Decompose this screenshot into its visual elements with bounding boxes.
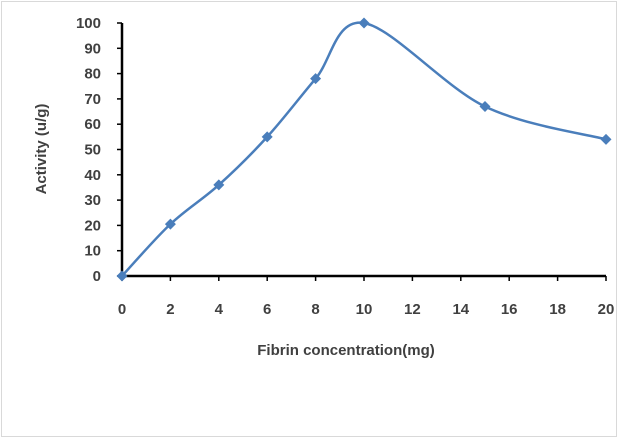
data-point-marker	[261, 131, 273, 143]
y-tick-label: 70	[84, 91, 101, 108]
x-tick-label: 2	[166, 301, 174, 318]
y-tick-label: 40	[84, 167, 101, 184]
y-tick-label: 80	[84, 66, 101, 83]
y-tick-label: 0	[93, 268, 101, 285]
data-point-marker	[600, 133, 612, 145]
y-tick-labels: 0 10 20 30 40 50 60 70 80 90 100	[76, 15, 122, 285]
y-tick-label: 30	[84, 192, 101, 209]
x-tick-label: 10	[356, 301, 373, 318]
data-point-marker	[358, 17, 370, 29]
y-tick-label: 100	[76, 15, 101, 32]
x-axis-label: Fibrin concentration(mg)	[257, 342, 435, 359]
y-tick-label: 10	[84, 243, 101, 260]
data-point-marker	[164, 218, 176, 230]
y-tick-label: 90	[84, 40, 101, 57]
data-point-marker	[310, 73, 322, 85]
y-tick-label: 50	[84, 142, 101, 159]
x-tick-label: 14	[452, 301, 469, 318]
x-tick-label: 4	[215, 301, 224, 318]
x-tick-label: 0	[118, 301, 126, 318]
x-tick-labels: 0 2 4 6 8 10 12 14 16 18 20	[118, 276, 615, 318]
x-tick-label: 18	[549, 301, 566, 318]
y-tick-label: 60	[84, 116, 101, 133]
data-point-marker	[116, 270, 128, 282]
series-line	[121, 21, 607, 277]
y-tick-label: 20	[84, 217, 101, 234]
x-tick-label: 16	[501, 301, 518, 318]
data-point-marker	[479, 100, 491, 112]
x-tick-label: 12	[404, 301, 421, 318]
x-tick-label: 8	[311, 301, 319, 318]
data-point-marker	[213, 179, 225, 191]
y-axis-label: Activity (u/g)	[33, 104, 50, 195]
x-tick-label: 20	[598, 301, 615, 318]
x-tick-label: 6	[263, 301, 271, 318]
series-group	[116, 17, 612, 282]
